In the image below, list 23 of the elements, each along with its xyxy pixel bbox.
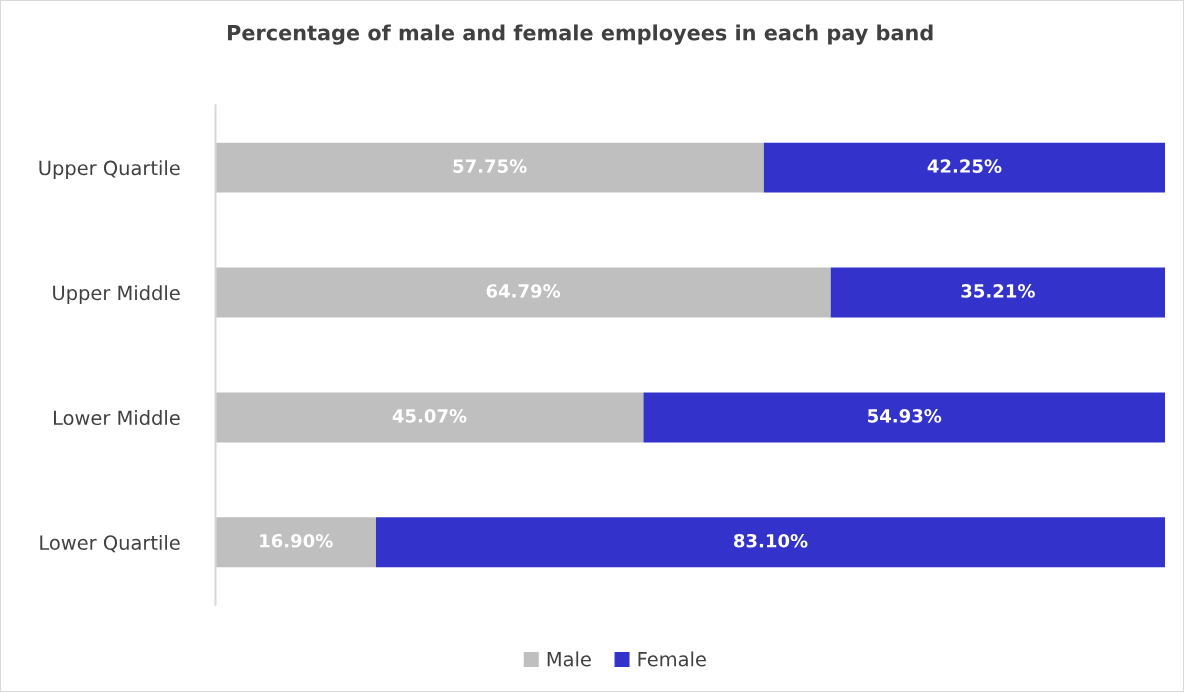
- bar: [375, 517, 1166, 568]
- chart-title: Percentage of male and female employees in each pay band: [227, 24, 933, 45]
- data-label: 35.21%: [961, 284, 1035, 298]
- data-label: 42.25%: [927, 159, 1002, 173]
- data-label: 83.10%: [734, 533, 808, 548]
- y-tick-label: Upper Middle: [53, 285, 180, 304]
- data-label: 54.93%: [868, 409, 942, 423]
- y-tick-label: Lower Quartile: [40, 534, 180, 553]
- bar: [215, 517, 376, 568]
- bar: [215, 142, 764, 193]
- y-tick-label: Lower Middle: [54, 410, 180, 426]
- y-tick-label: Upper Quartile: [39, 160, 180, 180]
- data-label: 16.90%: [260, 533, 333, 548]
- bar: [215, 267, 831, 318]
- bar: [643, 392, 1166, 443]
- data-label: 57.75%: [453, 159, 527, 173]
- legend-label: Female: [638, 651, 706, 667]
- bar: [763, 142, 1166, 193]
- data-label: 64.79%: [486, 284, 561, 298]
- data-label: 45.07%: [392, 409, 467, 423]
- legend-label: Male: [547, 651, 591, 667]
- bar: [215, 392, 644, 443]
- bar: [830, 267, 1166, 318]
